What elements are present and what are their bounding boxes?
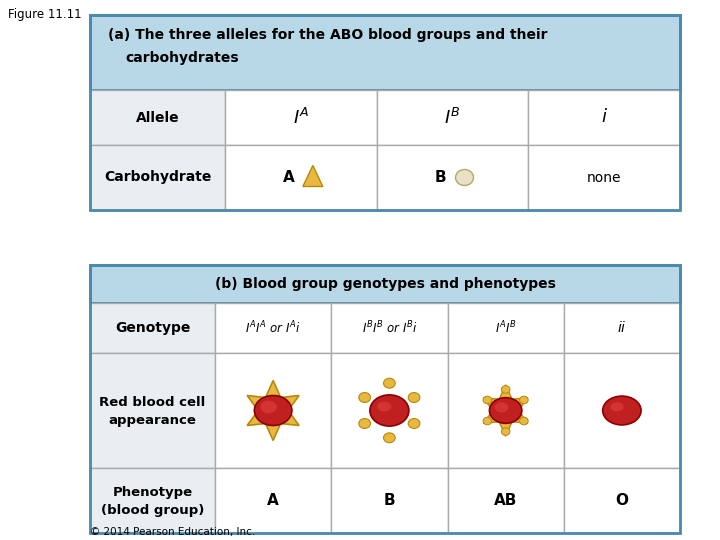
Bar: [90, 15, 680, 90]
Bar: [331, 353, 448, 468]
Bar: [448, 303, 564, 353]
Text: Figure 11.11: Figure 11.11: [8, 8, 81, 21]
Bar: [90, 353, 215, 468]
Bar: [377, 145, 528, 210]
Text: A: A: [283, 170, 294, 185]
Text: Carbohydrate: Carbohydrate: [104, 171, 211, 185]
Ellipse shape: [408, 418, 420, 428]
Polygon shape: [247, 381, 299, 441]
Bar: [90, 90, 225, 145]
Ellipse shape: [456, 170, 474, 186]
Ellipse shape: [359, 418, 371, 428]
Ellipse shape: [261, 401, 277, 413]
Ellipse shape: [520, 396, 528, 404]
Bar: [564, 303, 680, 353]
Text: AB: AB: [494, 493, 517, 508]
Ellipse shape: [483, 417, 492, 425]
Text: appearance: appearance: [109, 414, 197, 427]
Text: B: B: [435, 170, 446, 185]
Ellipse shape: [501, 428, 510, 435]
Polygon shape: [303, 165, 323, 186]
Bar: [90, 265, 680, 303]
Text: B: B: [384, 493, 395, 508]
Bar: [564, 468, 680, 533]
Bar: [377, 90, 528, 145]
Text: $I^BI^B$ or $I^Bi$: $I^BI^B$ or $I^Bi$: [361, 320, 417, 336]
Bar: [528, 90, 680, 145]
Bar: [564, 353, 680, 468]
Bar: [90, 468, 215, 533]
Ellipse shape: [501, 386, 510, 393]
Text: Red blood cell: Red blood cell: [99, 396, 206, 409]
Text: Allele: Allele: [135, 111, 179, 125]
Bar: [215, 303, 331, 353]
Text: $I^AI^B$: $I^AI^B$: [495, 320, 516, 336]
Text: carbohydrates: carbohydrates: [125, 51, 238, 65]
Bar: [528, 145, 680, 210]
Bar: [90, 303, 215, 353]
Bar: [448, 468, 564, 533]
Ellipse shape: [254, 395, 292, 426]
Text: O: O: [616, 493, 629, 508]
Polygon shape: [483, 385, 528, 436]
Bar: [331, 468, 448, 533]
Bar: [90, 15, 680, 210]
Ellipse shape: [370, 395, 409, 426]
Ellipse shape: [495, 402, 508, 413]
Ellipse shape: [384, 378, 395, 388]
Bar: [225, 90, 377, 145]
Text: Phenotype: Phenotype: [112, 486, 192, 499]
Text: none: none: [587, 171, 621, 185]
Text: (b) Blood group genotypes and phenotypes: (b) Blood group genotypes and phenotypes: [215, 277, 555, 291]
Text: $ii$: $ii$: [617, 321, 626, 335]
Ellipse shape: [408, 393, 420, 402]
Ellipse shape: [611, 402, 624, 411]
Bar: [225, 145, 377, 210]
Ellipse shape: [377, 402, 392, 411]
Text: $i$: $i$: [600, 109, 608, 126]
Text: $I^A$: $I^A$: [292, 107, 309, 127]
Bar: [90, 265, 680, 533]
Text: $I^B$: $I^B$: [444, 107, 461, 127]
Bar: [215, 353, 331, 468]
Text: A: A: [267, 493, 279, 508]
Bar: [90, 145, 225, 210]
Text: $I^AI^A$ or $I^Ai$: $I^AI^A$ or $I^Ai$: [246, 320, 301, 336]
Bar: [331, 303, 448, 353]
Ellipse shape: [483, 396, 492, 404]
Text: (blood group): (blood group): [101, 504, 204, 517]
Bar: [448, 353, 564, 468]
Ellipse shape: [359, 393, 371, 402]
Text: Genotype: Genotype: [114, 321, 190, 335]
Text: © 2014 Pearson Education, Inc.: © 2014 Pearson Education, Inc.: [90, 527, 256, 537]
Ellipse shape: [490, 397, 522, 423]
Ellipse shape: [603, 396, 641, 425]
Ellipse shape: [384, 433, 395, 443]
Ellipse shape: [520, 417, 528, 425]
Bar: [215, 468, 331, 533]
Text: (a) The three alleles for the ABO blood groups and their: (a) The three alleles for the ABO blood …: [108, 28, 547, 42]
